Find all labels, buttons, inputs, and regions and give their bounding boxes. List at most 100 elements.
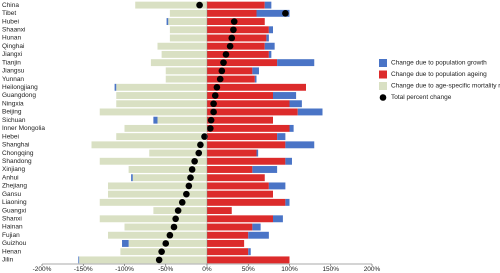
bar-segment (268, 50, 272, 58)
category-label: Guangxi (2, 207, 26, 214)
category-label: Heilongjiang (2, 84, 38, 91)
bar-segment (207, 256, 290, 264)
category-label: Tianjin (2, 59, 21, 66)
total-dot (228, 34, 236, 42)
total-dot (220, 59, 227, 66)
total-dot (226, 42, 234, 50)
category-label: Zhejiang (2, 183, 27, 190)
bar-segment (153, 116, 158, 124)
total-dot (222, 51, 230, 58)
bar-segment (128, 166, 207, 173)
bar-segment (207, 215, 273, 223)
bar-segment (207, 248, 249, 256)
total-dot (211, 92, 219, 99)
bar-segment (132, 174, 207, 182)
category-label: Hubei (2, 18, 19, 25)
bar-segment (157, 116, 207, 124)
category-label: Ningxia (2, 100, 24, 107)
bar-segment (207, 116, 273, 124)
legend-label: Change due to population growth (391, 60, 487, 67)
bar-segment (108, 231, 207, 239)
bar-segment (207, 108, 298, 116)
category-label: Henan (2, 248, 22, 255)
category-label: Jiangxi (2, 51, 22, 58)
bar-segment (207, 174, 265, 182)
total-dot (197, 141, 204, 149)
bar-segment (91, 141, 207, 149)
bar-segment (289, 124, 294, 132)
total-dot (187, 174, 194, 182)
category-label: Qinghai (2, 43, 24, 50)
total-dot (185, 182, 193, 190)
bar-segment (79, 256, 207, 264)
category-label: Anhui (2, 174, 19, 181)
x-tick-label: 0% (202, 266, 212, 273)
total-dot (188, 166, 196, 173)
category-label: Beijing (2, 109, 22, 116)
total-dot (195, 149, 203, 157)
bar-segment (297, 108, 323, 116)
legend-label: Change due to age-specific mortality rat… (391, 83, 500, 90)
bar-segment (207, 42, 265, 50)
x-tick-label: -150% (74, 266, 93, 273)
total-dot (230, 26, 237, 34)
total-dot (282, 10, 289, 17)
bar-segment (99, 108, 207, 116)
total-dot (158, 248, 165, 255)
bar-segment (289, 100, 302, 108)
bar-segment (268, 182, 286, 190)
bar-segment (131, 174, 133, 182)
bar-segment (252, 223, 261, 231)
bar-segment (207, 50, 269, 58)
bar-segment (207, 190, 273, 198)
bar-segment (207, 141, 286, 149)
bar-segment (207, 240, 245, 247)
bar-segment (207, 149, 257, 157)
bar-segment (266, 34, 269, 42)
bar-segment (124, 223, 207, 231)
bar-segment (108, 190, 207, 198)
category-label: Tibet (2, 10, 16, 17)
bar-segment (99, 198, 207, 206)
bar-segment (116, 100, 207, 108)
bar-segment (256, 9, 290, 17)
bar-segment (207, 34, 267, 42)
category-label: Guangdong (2, 92, 36, 99)
bar-segment (207, 26, 269, 34)
x-tick-label: 200% (364, 266, 381, 273)
bar-segment (116, 133, 207, 141)
bar-segment (207, 67, 253, 75)
category-label: Liaoning (2, 199, 27, 206)
bar-segment (285, 141, 315, 149)
bar-segment (207, 157, 286, 165)
total-dot (178, 199, 186, 206)
total-dot (155, 256, 163, 264)
category-label: China (2, 2, 19, 9)
category-label: Guizhou (2, 240, 27, 247)
total-dot (207, 125, 214, 132)
bar-segment (285, 157, 292, 165)
category-label: Chongqing (2, 150, 34, 157)
bar-segment (264, 42, 275, 50)
bar-segment (248, 231, 269, 239)
bar-segment (268, 26, 273, 34)
bar-segment (99, 215, 207, 223)
bar-segment (207, 92, 273, 99)
total-dot (162, 240, 170, 247)
category-label: Shaanxi (2, 26, 26, 33)
bar-segment (207, 182, 269, 190)
total-dot (191, 157, 198, 165)
bar-segment (150, 59, 207, 67)
legend-swatch (379, 70, 387, 79)
bar-segment (207, 133, 278, 141)
total-dot (183, 190, 190, 198)
category-label: Gansu (2, 191, 22, 198)
bar-segment (157, 42, 207, 50)
bar-segment (168, 18, 207, 25)
bar-segment (264, 1, 272, 9)
x-tick-label: 50% (242, 266, 255, 273)
bar-segment (169, 34, 207, 42)
bar-segment (122, 240, 129, 247)
bar-segment (108, 182, 207, 190)
